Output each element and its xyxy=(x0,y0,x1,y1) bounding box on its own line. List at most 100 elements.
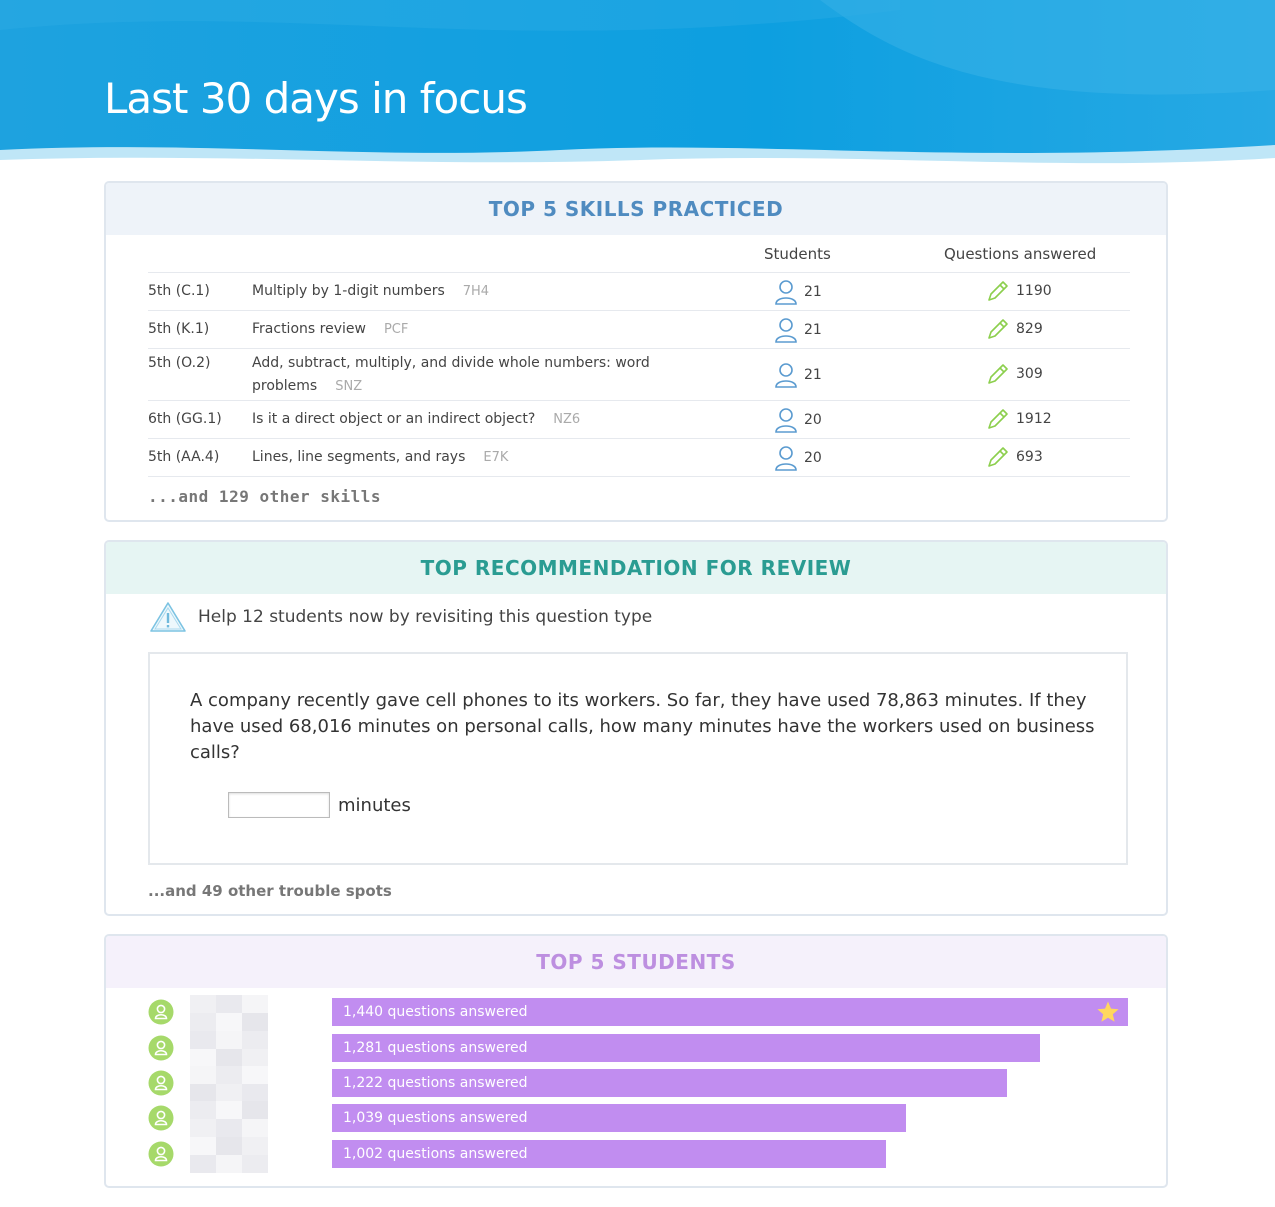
student-bar-label: 1,002 questions answered xyxy=(343,1146,528,1162)
skill-code: SNZ xyxy=(335,379,363,394)
skill-grade: 5th (O.2) xyxy=(148,355,211,371)
student-name-blurred xyxy=(190,1101,268,1137)
avatar-icon xyxy=(148,999,174,1025)
person-icon xyxy=(775,446,797,471)
questions-count: 309 xyxy=(986,362,1043,386)
skill-grade: 6th (GG.1) xyxy=(148,411,222,427)
skill-code: NZ6 xyxy=(553,412,581,427)
skill-row[interactable]: 5th (C.1) Multiply by 1-digit numbers 7H4… xyxy=(148,273,1130,311)
student-count: 20 xyxy=(774,407,822,433)
pencil-icon xyxy=(988,281,1008,301)
top-skills-card: TOP 5 SKILLS PRACTICED Students Question… xyxy=(104,181,1168,522)
avatar-icon xyxy=(148,1070,174,1096)
student-count-value: 21 xyxy=(804,284,822,300)
skill-name[interactable]: Multiply by 1-digit numbers 7H4 xyxy=(252,280,692,303)
student-bar: 1,002 questions answered xyxy=(332,1140,886,1168)
student-bar: 1,440 questions answered xyxy=(332,998,1128,1026)
pencil-icon xyxy=(988,364,1008,384)
question-preview: A company recently gave cell phones to i… xyxy=(148,652,1128,865)
skill-code: E7K xyxy=(483,450,509,465)
page-title: Last 30 days in focus xyxy=(104,74,528,123)
students-column-header: Students xyxy=(764,245,831,263)
student-count: 21 xyxy=(774,317,822,343)
recommendation-help: Help 12 students now by revisiting this … xyxy=(148,600,652,634)
top-students-card: TOP 5 STUDENTS 1,440 questions answered 1… xyxy=(104,934,1168,1188)
student-count-value: 20 xyxy=(804,450,822,466)
person-icon xyxy=(775,363,797,388)
questions-count: 1190 xyxy=(986,279,1052,303)
student-bar-label: 1,222 questions answered xyxy=(343,1075,528,1091)
star-icon xyxy=(1097,1001,1119,1022)
question-text: A company recently gave cell phones to i… xyxy=(190,690,1095,763)
person-icon xyxy=(775,318,797,343)
skill-grade: 5th (K.1) xyxy=(148,321,210,337)
more-skills-link[interactable]: ...and 129 other skills xyxy=(148,487,382,506)
questions-count-value: 1190 xyxy=(1016,283,1052,299)
questions-count: 693 xyxy=(986,445,1043,469)
student-name-blurred xyxy=(190,1137,268,1173)
student-row[interactable]: 1,039 questions answered xyxy=(148,1101,1130,1137)
student-count-value: 21 xyxy=(804,367,822,383)
skill-name-text[interactable]: Add, subtract, multiply, and divide whol… xyxy=(252,355,650,394)
questions-count-value: 829 xyxy=(1016,321,1043,337)
skill-row[interactable]: 6th (GG.1) Is it a direct object or an i… xyxy=(148,401,1130,439)
top-skills-heading: TOP 5 SKILLS PRACTICED xyxy=(106,183,1166,235)
skill-name-text[interactable]: Fractions review xyxy=(252,321,366,337)
pencil-icon xyxy=(988,409,1008,429)
skill-grade: 5th (C.1) xyxy=(148,283,210,299)
skill-row[interactable]: 5th (O.2) Add, subtract, multiply, and d… xyxy=(148,349,1130,401)
skill-code: PCF xyxy=(383,322,409,337)
top-students-heading: TOP 5 STUDENTS xyxy=(106,936,1166,988)
skill-name-text[interactable]: Multiply by 1-digit numbers xyxy=(252,283,445,299)
questions-count-value: 309 xyxy=(1016,366,1043,382)
person-icon xyxy=(775,408,797,433)
skill-name-text[interactable]: Is it a direct object or an indirect obj… xyxy=(252,411,536,427)
student-row[interactable]: 1,222 questions answered xyxy=(148,1066,1130,1102)
skill-name[interactable]: Is it a direct object or an indirect obj… xyxy=(252,408,692,431)
student-name-blurred xyxy=(190,1066,268,1102)
skills-table: Students Questions answered 5th (C.1) Mu… xyxy=(148,237,1130,477)
student-count: 21 xyxy=(774,279,822,305)
student-bar: 1,222 questions answered xyxy=(332,1069,1007,1097)
answer-row: minutes xyxy=(228,792,411,818)
avatar-icon xyxy=(148,1141,174,1167)
student-row[interactable]: 1,440 questions answered xyxy=(148,995,1130,1031)
skill-grade: 5th (AA.4) xyxy=(148,449,220,465)
page-header: Last 30 days in focus xyxy=(0,0,1275,175)
questions-count-value: 693 xyxy=(1016,449,1043,465)
skill-name[interactable]: Lines, line segments, and rays E7K xyxy=(252,446,692,469)
student-name-blurred xyxy=(190,995,268,1031)
header-wave-background xyxy=(0,0,1275,175)
warning-icon xyxy=(150,602,186,632)
student-count-value: 21 xyxy=(804,322,822,338)
skill-name-text[interactable]: Lines, line segments, and rays xyxy=(252,449,466,465)
student-count: 21 xyxy=(774,362,822,388)
skills-table-header: Students Questions answered xyxy=(148,237,1130,273)
recommendation-help-text: Help 12 students now by revisiting this … xyxy=(198,607,653,627)
answer-input[interactable] xyxy=(228,792,330,818)
student-bar-label: 1,440 questions answered xyxy=(343,1004,528,1020)
skill-code: 7H4 xyxy=(462,284,490,299)
more-trouble-spots-link[interactable]: ...and 49 other trouble spots xyxy=(148,882,392,900)
student-count: 20 xyxy=(774,445,822,471)
student-row[interactable]: 1,281 questions answered xyxy=(148,1031,1130,1067)
student-bar-label: 1,281 questions answered xyxy=(343,1040,528,1056)
questions-count-value: 1912 xyxy=(1016,411,1052,427)
skill-row[interactable]: 5th (AA.4) Lines, line segments, and ray… xyxy=(148,439,1130,477)
top-recommendation-card: TOP RECOMMENDATION FOR REVIEW Help 12 st… xyxy=(104,540,1168,916)
pencil-icon xyxy=(988,319,1008,339)
top-recommendation-heading: TOP RECOMMENDATION FOR REVIEW xyxy=(106,542,1166,594)
skill-row[interactable]: 5th (K.1) Fractions review PCF 21 829 xyxy=(148,311,1130,349)
student-bar-label: 1,039 questions answered xyxy=(343,1110,528,1126)
questions-column-header: Questions answered xyxy=(944,245,1097,263)
questions-count: 1912 xyxy=(986,407,1052,431)
student-bar: 1,281 questions answered xyxy=(332,1034,1040,1062)
avatar-icon xyxy=(148,1105,174,1131)
questions-count: 829 xyxy=(986,317,1043,341)
skill-name[interactable]: Fractions review PCF xyxy=(252,318,692,341)
skill-name[interactable]: Add, subtract, multiply, and divide whol… xyxy=(252,352,682,398)
student-row[interactable]: 1,002 questions answered xyxy=(148,1137,1130,1173)
person-icon xyxy=(775,280,797,305)
avatar-icon xyxy=(148,1035,174,1061)
answer-unit: minutes xyxy=(338,794,411,816)
